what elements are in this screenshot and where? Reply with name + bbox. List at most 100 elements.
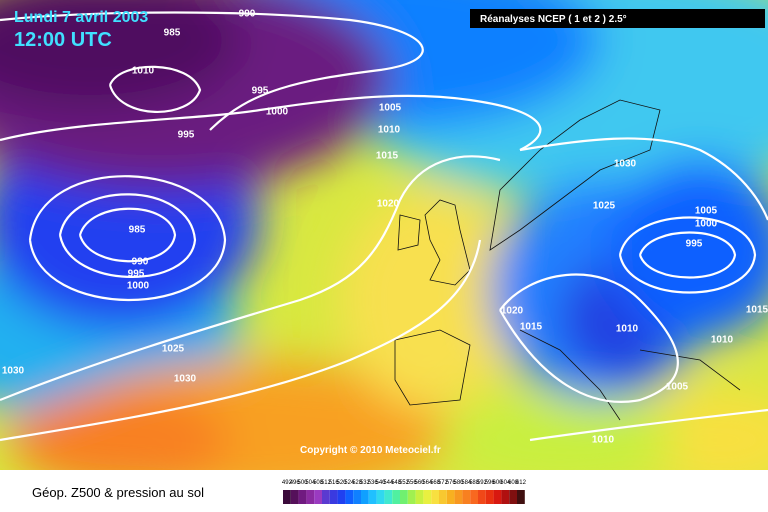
scale-label: 520 [336,480,347,486]
color-swatch [517,490,525,504]
color-swatch [454,490,463,504]
scale-label: 508 [313,480,324,486]
isobar-label: 1030 [614,159,637,170]
color-swatch [384,490,393,504]
isobar-label: 990 [132,257,149,268]
color-swatch [376,490,385,504]
color-swatch [431,490,439,504]
isobar-label: 1025 [593,201,616,212]
isobar-label: 1030 [174,374,197,385]
color-swatch [509,490,517,504]
scale-label: 564 [422,480,433,486]
isobar-label: 985 [164,28,181,39]
color-swatch [493,490,502,504]
color-swatch [439,490,447,504]
color-swatch [337,490,346,504]
color-swatch [361,490,369,504]
isobar-label: 995 [686,239,703,250]
scale-label: 584 [461,480,472,486]
scale-label: 580 [453,480,464,486]
isobar-label: 1005 [695,206,718,217]
isobar-label: 995 [252,86,269,97]
scale-label: 552 [399,480,410,486]
isobar-label: 1000 [695,219,718,230]
scale-label: 548 [391,480,402,486]
isobar-label: 995 [178,130,195,141]
scale-label: 612 [516,480,527,486]
isobar-labels: 9909851010995100099510051010101510209859… [2,9,768,446]
isobar-label: 1015 [746,305,768,316]
color-swatch [400,490,408,504]
scale-label: 572 [438,480,449,486]
color-swatch [290,490,299,504]
scale-label: 544 [383,480,394,486]
color-swatch [329,490,338,504]
scale-label: 492 [282,480,293,486]
scale-label: 512 [321,480,332,486]
color-scale: 4924965005045085125165205245285325365405… [282,480,527,504]
color-swatch [446,490,455,504]
scale-label: 496 [290,480,301,486]
color-swatch [392,490,400,504]
scale-label: 524 [344,480,355,486]
color-swatch [478,490,486,504]
color-swatch [353,490,361,504]
color-swatch [306,490,315,504]
isobar-label: 1005 [666,382,689,393]
scale-label: 532 [360,480,371,486]
color-swatch [423,490,432,504]
source-box [470,9,765,28]
color-swatch [415,490,424,504]
color-swatch [322,490,330,504]
color-swatch [368,490,377,504]
isobar-label: 1010 [132,66,155,77]
color-swatch [470,490,478,504]
color-swatch [462,490,471,504]
color-swatch [345,490,354,504]
source-label: Réanalyses NCEP ( 1 et 2 ) 2.5° [480,14,627,25]
isobar-label: 1005 [379,103,402,114]
field: 9909851010995100099510051010101510209859… [0,0,768,470]
color-swatch [314,490,322,504]
isobar-label: 1015 [520,322,543,333]
scale-label: 592 [477,480,488,486]
isobar-label: 1010 [616,324,639,335]
isobar-label: 1015 [376,151,399,162]
isobar-label: 1000 [127,281,150,292]
isobar-label: 1010 [592,435,615,446]
scale-label: 528 [352,480,363,486]
scale-label: 588 [469,480,480,486]
date-label: Lundi 7 avril 2003 [14,9,148,26]
isobar-contours [0,11,768,442]
isobar-label: 990 [239,9,256,20]
isobar-label: 1010 [711,335,734,346]
scale-label: 500 [297,480,308,486]
color-swatch [407,490,416,504]
color-swatch [485,490,494,504]
scale-label: 600 [492,480,503,486]
scale-label: 540 [375,480,386,486]
color-swatch [501,490,510,504]
color-swatch [298,490,307,504]
scale-label: 604 [500,480,511,486]
scale-label: 596 [485,480,496,486]
isobar-label: 1000 [266,107,289,118]
scale-label: 576 [446,480,457,486]
coastline [394,99,741,421]
scale-label: 608 [508,480,519,486]
copyright: Copyright © 2010 Meteociel.fr [300,445,441,456]
isobar-label: 985 [129,225,146,236]
isobar-label: 995 [128,269,145,280]
footer-title: Géop. Z500 & pression au sol [32,485,204,500]
isobar-label: 1030 [2,366,25,377]
isobar-label: 1020 [501,306,524,317]
color-swatch [283,490,291,504]
isobar-label: 1025 [162,344,185,355]
scale-label: 536 [368,480,379,486]
scale-label: 504 [305,480,316,486]
isobar-label: 1020 [377,199,400,210]
scale-label: 556 [407,480,418,486]
time-label: 12:00 UTC [14,29,112,51]
